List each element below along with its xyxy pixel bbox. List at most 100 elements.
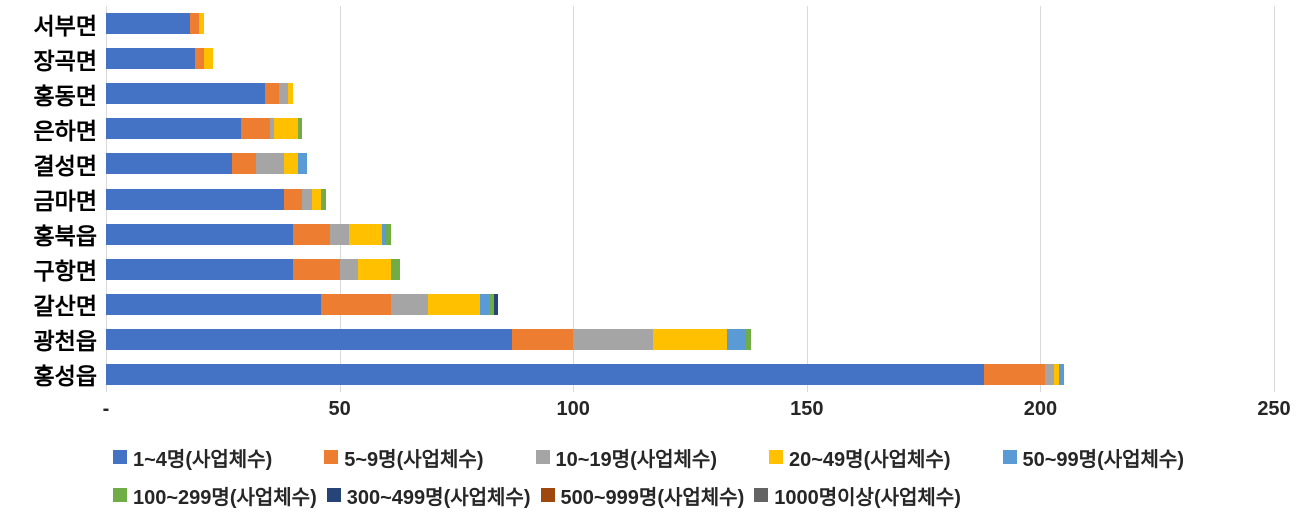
bar-row — [106, 13, 205, 35]
bar-segment — [297, 153, 307, 175]
legend-row: 100~299명(사업체수) 300~499명(사업체수) 500~999명(사업체… — [113, 480, 1303, 510]
y-axis-category-label: 구항면 — [33, 258, 97, 285]
bar-segment — [106, 188, 284, 210]
legend-label: 500~999명(사업체수) — [560, 486, 745, 509]
bar-segment — [573, 328, 653, 350]
y-axis-labels: 서부면 장곡면 홍동면 은하면 결성면 금마면 홍북읍 구항면 갈산면 광천읍 홍성읍 — [0, 6, 97, 392]
legend-label: 1~4명(사업체수) — [133, 448, 273, 471]
bar-segment — [493, 293, 499, 315]
plot-area — [106, 6, 1275, 392]
legend-item: 1~4명(사업체수) — [113, 443, 272, 472]
bar-segment — [274, 118, 298, 140]
bar-segment — [512, 328, 574, 350]
legend-item: 500~999명(사업체수) — [540, 481, 745, 510]
bar-segment — [311, 188, 321, 210]
y-axis-category-label: 홍북읍 — [33, 223, 97, 250]
bar-row — [106, 83, 293, 105]
legend-item: 5~9명(사업체수) — [324, 443, 484, 472]
bar-segment — [106, 293, 321, 315]
y-axis-category-label: 홍성읍 — [33, 363, 97, 390]
bar-segment — [1045, 363, 1055, 385]
bar-segment — [106, 328, 513, 350]
gridline — [806, 6, 808, 392]
legend-color-swatch — [113, 450, 127, 464]
bar-segment — [106, 258, 293, 280]
legend-label: 100~299명(사업체수) — [133, 486, 317, 509]
bar-segment — [984, 363, 1046, 385]
bar-row — [106, 188, 326, 210]
legend-color-swatch — [113, 488, 127, 502]
bar-row — [106, 153, 307, 175]
bar-segment — [302, 188, 312, 210]
bar-segment — [339, 258, 359, 280]
bar-segment — [727, 328, 747, 350]
bar-segment — [264, 83, 279, 105]
legend-label: 5~9명(사업체수) — [344, 448, 484, 471]
legend-label: 50~99명(사업체수) — [1022, 448, 1185, 471]
gridline — [573, 6, 575, 392]
legend-row: 1~4명(사업체수) 5~9명(사업체수) 10~19명(사업체수) 20~49명(사… — [113, 442, 1303, 472]
bar-segment — [288, 83, 293, 105]
x-axis-tick-label: 100 — [556, 398, 590, 420]
legend-item: 100~299명(사업체수) — [113, 481, 317, 510]
legend-item: 300~499명(사업체수) — [326, 481, 531, 510]
legend-label: 10~19명(사업체수) — [555, 448, 718, 471]
bar-segment — [106, 363, 985, 385]
y-axis-category-label: 갈산면 — [33, 293, 97, 320]
bar-segment — [283, 188, 303, 210]
legend-label: 20~49명(사업체수) — [789, 448, 951, 471]
bar-segment — [106, 83, 265, 105]
y-axis-category-label: 은하면 — [33, 117, 97, 144]
gridline — [1274, 6, 1275, 392]
bar-row — [106, 293, 499, 315]
bar-row — [106, 118, 303, 140]
bar-segment — [194, 48, 205, 70]
bar-segment — [381, 223, 387, 245]
bar-segment — [292, 223, 331, 245]
bar-segment — [106, 13, 191, 35]
bar-segment — [390, 258, 401, 280]
x-axis-tick-label: 200 — [1023, 398, 1058, 420]
x-axis-tick-label: - — [102, 398, 110, 420]
bar-segment — [320, 188, 326, 210]
legend-color-swatch — [769, 450, 783, 464]
bar-segment — [283, 153, 298, 175]
bar-segment — [320, 293, 391, 315]
y-axis-category-label: 결성면 — [33, 152, 97, 179]
x-axis-tick-label: 50 — [328, 398, 351, 420]
bar-segment — [255, 153, 284, 175]
bar-row — [106, 258, 401, 280]
bar-segment — [330, 223, 349, 245]
legend-label: 300~499명(사업체수) — [346, 486, 531, 509]
x-axis-labels: - 50 100 150 200 250 — [102, 398, 1291, 424]
bar-row — [106, 223, 391, 245]
bar-segment — [358, 258, 391, 280]
legend: 1~4명(사업체수) 5~9명(사업체수) 10~19명(사업체수) 20~49명(사… — [113, 442, 1303, 518]
bar-segment — [106, 48, 195, 70]
bar-segment — [269, 118, 275, 140]
bar-segment — [479, 293, 490, 315]
gridline — [339, 6, 341, 392]
y-axis-category-label: 금마면 — [33, 187, 97, 214]
bar-segment — [348, 223, 382, 245]
bar-segment — [390, 293, 429, 315]
legend-color-swatch — [1002, 450, 1017, 464]
legend-color-swatch — [540, 488, 555, 502]
y-axis-category-label: 장곡면 — [33, 47, 97, 74]
legend-color-swatch — [326, 488, 341, 502]
bar-segment — [489, 293, 494, 315]
bar-segment — [652, 328, 728, 350]
bar-segment — [428, 293, 480, 315]
bar-segment — [199, 13, 205, 35]
x-axis-tick-label: 150 — [790, 398, 824, 420]
bar-segment — [746, 328, 751, 350]
gridline — [1040, 6, 1042, 392]
legend-item: 1000명이상(사업체수) — [754, 481, 961, 510]
bar-segment — [106, 118, 242, 140]
bar-row — [106, 48, 214, 70]
legend-color-swatch — [535, 450, 550, 464]
legend-item: 10~19명(사업체수) — [535, 443, 718, 472]
y-axis-category-label: 광천읍 — [33, 328, 97, 355]
legend-item: 20~49명(사업체수) — [769, 443, 951, 472]
